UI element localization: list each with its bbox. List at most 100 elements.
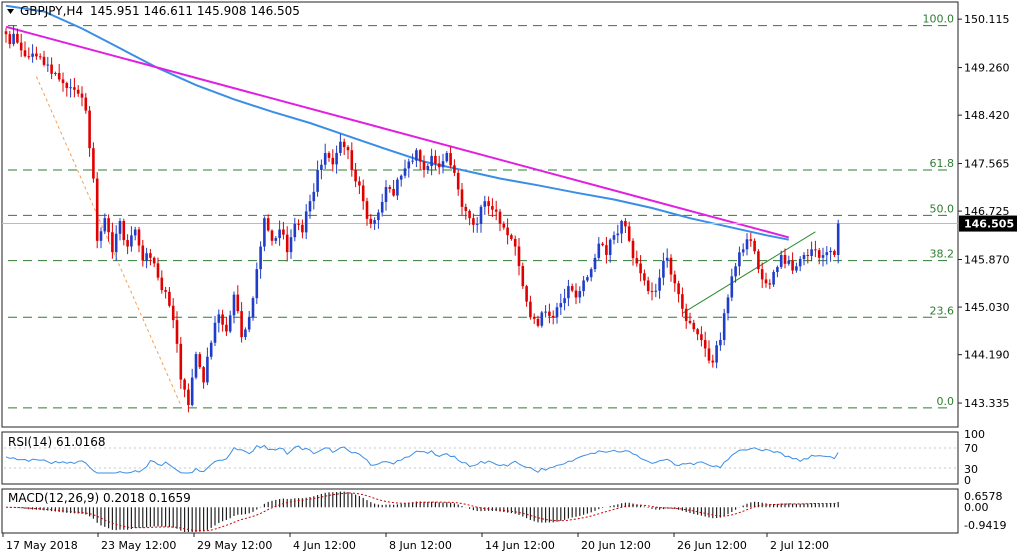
candle-body [274, 238, 278, 241]
candle [525, 284, 528, 307]
fib-label-3: 38.2 [930, 248, 955, 261]
time-tick-label: 26 Jun 12:00 [677, 539, 747, 552]
price-tick-label: 150.115 [964, 13, 1010, 26]
candle-body [795, 266, 798, 271]
candle-body [259, 246, 262, 270]
candle [551, 310, 555, 325]
candle-body [650, 291, 654, 293]
candle [418, 148, 422, 170]
candle-body [270, 230, 274, 241]
candle-body [601, 243, 604, 246]
candle [251, 296, 255, 321]
candle [681, 287, 684, 317]
candle-body [361, 185, 365, 202]
candle-body [559, 303, 563, 308]
candle-body [707, 348, 711, 361]
candle [301, 219, 304, 239]
candle [183, 378, 186, 398]
candle [16, 28, 19, 44]
price-tick-label: 146.725 [964, 205, 1010, 218]
candle [164, 286, 167, 299]
candle-body [768, 283, 772, 285]
candle-body [506, 227, 509, 236]
candle [620, 219, 623, 244]
candle-body [228, 315, 232, 332]
candle [502, 221, 506, 230]
candle [738, 246, 741, 276]
time-tick-label: 20 Jun 12:00 [581, 539, 651, 552]
candle-body [145, 253, 148, 261]
rsi-tick-label: 100 [964, 428, 985, 441]
candle [453, 159, 456, 177]
candle-body [468, 210, 471, 219]
candle [403, 159, 407, 179]
fib-label-4: 23.6 [930, 304, 955, 317]
candle-body [247, 317, 251, 330]
candle-body [586, 277, 589, 281]
candle-body [445, 153, 449, 162]
dropdown-triangle-icon[interactable] [7, 9, 14, 14]
candle-body [88, 110, 91, 149]
candle [61, 72, 65, 92]
candle [54, 71, 57, 76]
candle [217, 309, 221, 333]
candle [270, 229, 274, 246]
candle-body [65, 83, 69, 88]
rsi-line [5, 444, 839, 474]
price-tick-label: 149.260 [964, 62, 1010, 75]
candle [791, 252, 794, 274]
candle-body [738, 252, 741, 267]
candle [282, 221, 285, 240]
candle [658, 269, 661, 299]
ohlc-values: 145.951 146.611 145.908 146.505 [90, 4, 300, 18]
candle [544, 305, 547, 318]
candle-body [502, 223, 506, 228]
candle [339, 133, 342, 156]
candle-body [597, 243, 601, 258]
candle [57, 64, 61, 82]
candle-body [323, 153, 327, 165]
candle [308, 194, 312, 219]
rsi-tick-label: 0 [964, 474, 971, 487]
candle-body [745, 239, 749, 250]
candle [726, 294, 730, 321]
candle [548, 303, 551, 324]
candle-body [111, 232, 114, 253]
candle [540, 310, 544, 328]
candle [84, 93, 88, 114]
candle [122, 218, 126, 246]
candle-body [380, 201, 384, 213]
candle-body [285, 234, 289, 253]
candle-body [103, 218, 107, 232]
candle [145, 247, 148, 269]
candle-body [529, 301, 532, 318]
candle-body [35, 53, 38, 57]
candle-body [567, 286, 570, 299]
candle [616, 224, 620, 244]
candle [297, 219, 300, 231]
time-tick-label: 8 Jun 12:00 [389, 539, 452, 552]
candle [358, 176, 361, 195]
candle-body [677, 283, 680, 295]
candle [118, 218, 122, 241]
candle-body [612, 235, 616, 240]
ascending-trendline [682, 231, 816, 314]
candle-body [38, 56, 42, 58]
candle-body [114, 233, 118, 253]
candle [567, 279, 570, 307]
candle [415, 148, 418, 168]
candle [274, 236, 278, 244]
candle [99, 227, 103, 249]
fib-label-0: 100.0 [923, 13, 955, 26]
candle-body [152, 257, 156, 264]
candle [240, 302, 243, 343]
candle-body [73, 87, 76, 90]
candle [266, 214, 270, 232]
candle-body [669, 257, 673, 275]
candle [810, 241, 813, 262]
candle-body [449, 153, 452, 166]
candle [35, 46, 38, 60]
candle [396, 177, 399, 201]
price-tick-label: 147.565 [964, 158, 1010, 171]
